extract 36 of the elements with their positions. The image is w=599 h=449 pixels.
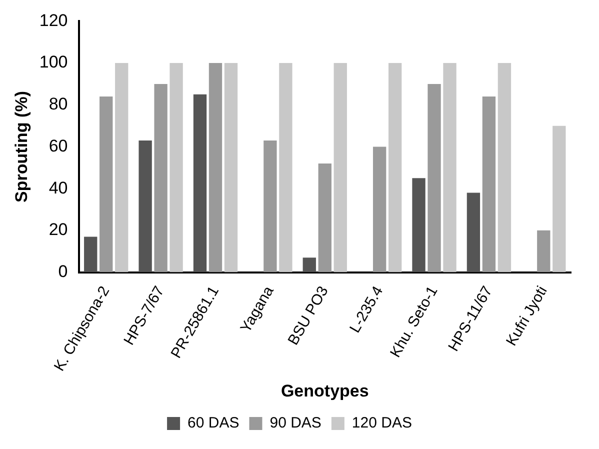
bar xyxy=(498,63,512,272)
bar xyxy=(84,236,98,272)
y-axis-title: Sprouting (%) xyxy=(12,91,31,202)
bar xyxy=(100,96,113,272)
legend-label: 120 DAS xyxy=(352,414,412,432)
y-tick-label: 60 xyxy=(48,136,68,156)
bar xyxy=(224,63,238,272)
bar xyxy=(208,63,222,272)
bar xyxy=(482,96,496,272)
bar xyxy=(412,178,426,272)
bar xyxy=(388,63,402,272)
y-tick-label: 20 xyxy=(48,220,68,240)
bar xyxy=(334,63,347,272)
bar xyxy=(372,146,386,272)
bar xyxy=(537,230,550,272)
legend-label: 90 DAS xyxy=(270,414,322,432)
bar xyxy=(193,94,207,272)
x-axis-title: Genotypes xyxy=(280,381,369,400)
y-tick-label: 0 xyxy=(58,262,68,281)
bar xyxy=(115,63,128,272)
bar xyxy=(428,84,441,272)
bar xyxy=(318,163,332,272)
y-tick-label: 40 xyxy=(48,178,68,198)
y-tick-label: 80 xyxy=(48,94,68,114)
bar xyxy=(443,63,456,272)
y-tick-label: 100 xyxy=(39,52,68,72)
bar xyxy=(466,192,480,272)
bar xyxy=(279,63,292,272)
y-tick-label: 120 xyxy=(39,10,68,30)
legend-label: 60 DAS xyxy=(188,414,240,432)
bar xyxy=(302,258,316,272)
bar xyxy=(138,140,152,272)
bar xyxy=(154,84,168,272)
bar xyxy=(170,63,183,272)
bar xyxy=(552,126,566,272)
bar xyxy=(264,140,277,272)
